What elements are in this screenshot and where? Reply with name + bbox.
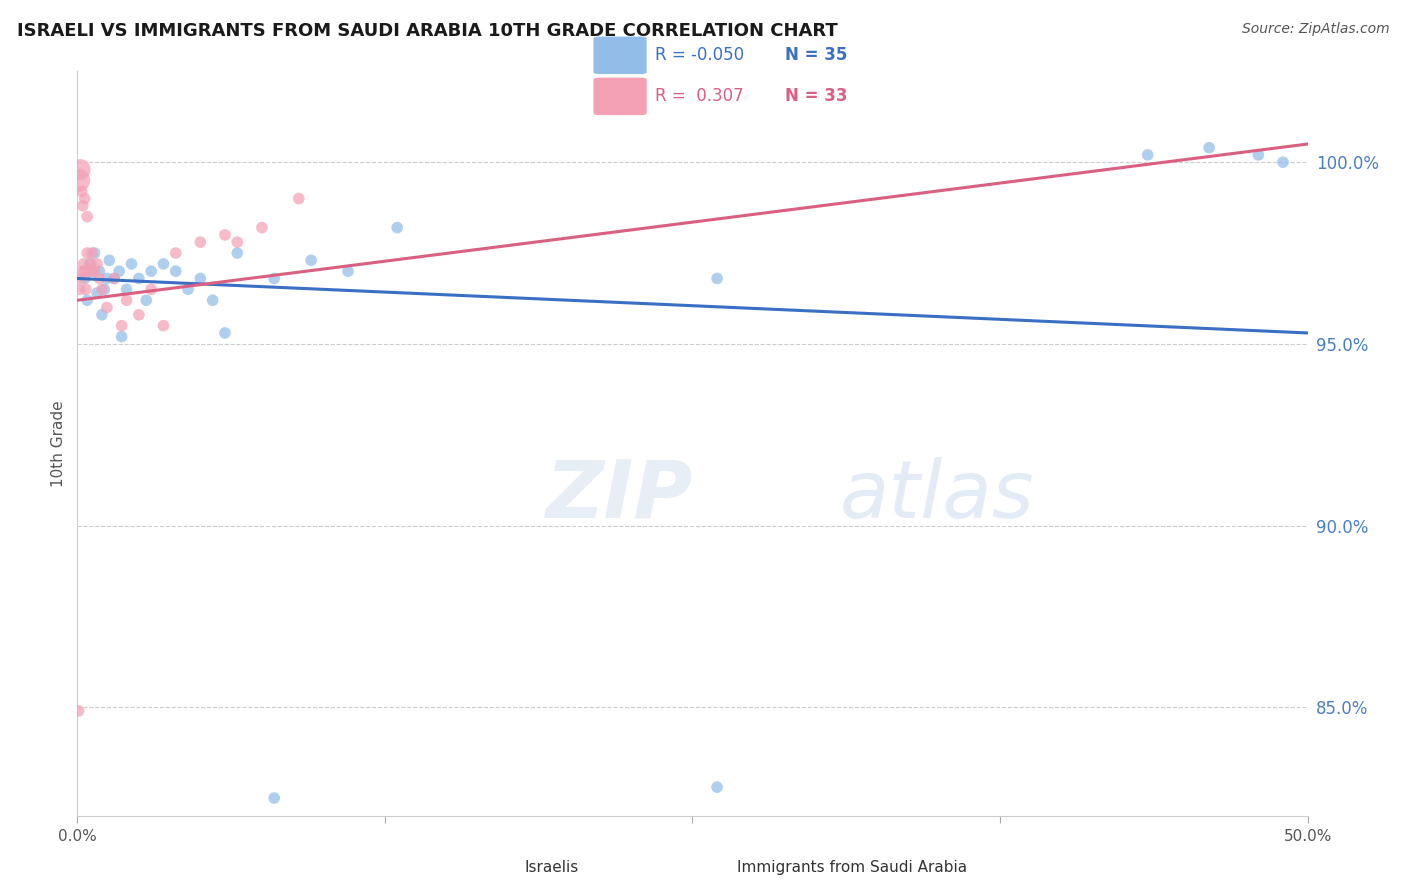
Point	[188, 235, 212, 249]
Point	[111, 329, 132, 343]
Point	[96, 271, 118, 285]
Point	[67, 704, 90, 718]
Point	[177, 282, 200, 296]
Point	[1198, 141, 1220, 155]
Text: N = 35: N = 35	[786, 46, 848, 64]
Point	[111, 318, 132, 333]
Point	[73, 271, 96, 285]
Point	[79, 257, 101, 271]
Text: N = 33: N = 33	[786, 87, 848, 105]
Point	[250, 220, 273, 235]
Point	[72, 257, 94, 271]
Point	[128, 271, 150, 285]
Text: Source: ZipAtlas.com: Source: ZipAtlas.com	[1241, 22, 1389, 37]
Point	[90, 282, 114, 296]
Point	[79, 264, 101, 278]
Text: R = -0.050: R = -0.050	[655, 46, 745, 64]
Point	[70, 271, 93, 285]
Point	[226, 235, 249, 249]
Point	[135, 293, 157, 308]
Point	[706, 271, 728, 285]
Point	[103, 271, 125, 285]
Text: atlas: atlas	[841, 457, 1035, 535]
FancyBboxPatch shape	[593, 37, 647, 74]
Point	[98, 253, 121, 268]
Point	[141, 264, 163, 278]
Point	[214, 227, 236, 242]
Point	[69, 162, 91, 177]
Point	[75, 282, 97, 296]
Point	[165, 246, 187, 260]
Point	[76, 293, 98, 308]
Text: ISRAELI VS IMMIGRANTS FROM SAUDI ARABIA 10TH GRADE CORRELATION CHART: ISRAELI VS IMMIGRANTS FROM SAUDI ARABIA …	[17, 22, 838, 40]
Point	[152, 318, 174, 333]
Point	[80, 257, 103, 271]
Point	[86, 285, 108, 300]
Point	[69, 282, 91, 296]
Point	[67, 173, 90, 187]
Text: ZIP: ZIP	[546, 457, 692, 535]
Point	[82, 264, 104, 278]
Point	[1247, 148, 1270, 162]
Point	[263, 271, 285, 285]
Point	[96, 301, 118, 315]
Point	[89, 264, 111, 278]
Text: Israelis: Israelis	[524, 861, 579, 875]
Point	[108, 264, 131, 278]
Point	[76, 210, 98, 224]
Point	[152, 257, 174, 271]
Point	[141, 282, 163, 296]
Point	[86, 257, 108, 271]
Point	[115, 282, 138, 296]
Y-axis label: 10th Grade: 10th Grade	[51, 401, 66, 487]
Point	[706, 780, 728, 794]
Point	[385, 220, 409, 235]
Point	[70, 264, 93, 278]
Point	[337, 264, 360, 278]
Point	[76, 246, 98, 260]
Point	[73, 264, 96, 278]
Point	[188, 271, 212, 285]
Point	[103, 271, 125, 285]
FancyBboxPatch shape	[593, 78, 647, 115]
Point	[165, 264, 187, 278]
Point	[214, 326, 236, 340]
Point	[70, 184, 93, 198]
Point	[72, 199, 94, 213]
Point	[90, 308, 114, 322]
Point	[201, 293, 224, 308]
Point	[115, 293, 138, 308]
Point	[82, 246, 104, 260]
Text: Immigrants from Saudi Arabia: Immigrants from Saudi Arabia	[737, 861, 967, 875]
Point	[73, 192, 96, 206]
Point	[121, 257, 143, 271]
Point	[128, 308, 150, 322]
Point	[263, 791, 285, 805]
Point	[299, 253, 322, 268]
Point	[89, 271, 111, 285]
Point	[93, 282, 115, 296]
Point	[288, 192, 311, 206]
Text: R =  0.307: R = 0.307	[655, 87, 744, 105]
Point	[83, 246, 105, 260]
Point	[1136, 148, 1159, 162]
Point	[83, 264, 105, 278]
Point	[226, 246, 249, 260]
Point	[1272, 155, 1295, 169]
